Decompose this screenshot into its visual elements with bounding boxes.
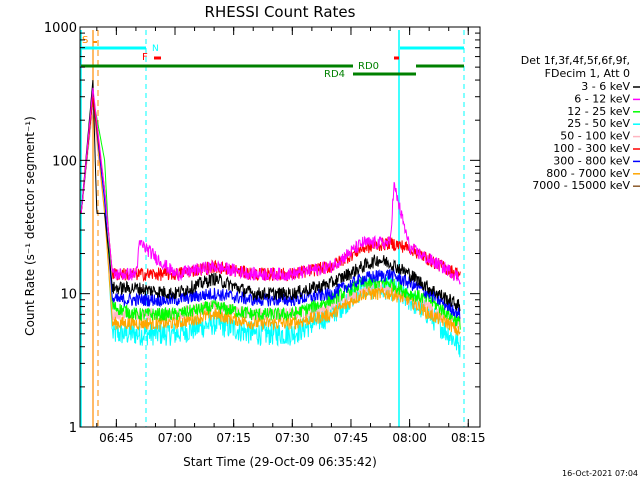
legend: Det 1f,3f,4f,5f,6f,9f, FDecim 1, Att 0 3… [521,54,640,192]
series-line-0 [80,80,461,313]
legend-label-5: 100 - 300 keV [553,142,630,155]
y-tick-label-2: 100 [52,154,77,169]
flag-label-s: S [82,35,88,46]
legend-label-0: 3 - 6 keV [581,80,630,93]
flag-label-rd0: RD0 [358,61,379,72]
flag-label-n: N [152,44,159,54]
legend-header-2: FDecim 1, Att 0 [545,67,630,80]
flag-label-f: F [142,52,148,63]
flag-label-rd4: RD4 [324,69,345,80]
series-layer [80,80,461,358]
x-tick-label-6: 08:15 [451,431,486,445]
y-axis-label: Count Rate (s⁻¹ detector segment⁻¹) [23,116,37,336]
x-tick-label-4: 07:45 [334,431,369,445]
legend-label-8: 7000 - 15000 keV [532,179,630,192]
plot-frame [79,26,481,428]
series-line-7 [80,96,461,336]
footer-timestamp: 16-Oct-2021 07:04 [562,469,638,478]
legend-label-7: 800 - 7000 keV [546,167,630,180]
x-tick-label-5: 08:00 [392,431,427,445]
legend-label-1: 6 - 12 keV [574,92,630,105]
series-line-6 [80,96,461,319]
axes-layer: 06:45 07:00 07:15 07:30 07:45 08:00 08:15 1 10 10… [44,21,486,445]
series-line-2 [80,96,461,330]
legend-label-4: 50 - 100 keV [560,130,630,143]
legend-label-3: 25 - 50 keV [567,117,630,130]
series-line-5 [80,96,461,282]
series-line-1 [80,87,461,285]
legend-header-1: Det 1f,3f,4f,5f,6f,9f, [521,54,630,67]
x-tick-label-0: 06:45 [99,431,134,445]
legend-label-2: 12 - 25 keV [567,105,630,118]
legend-label-6: 300 - 800 keV [553,154,630,167]
x-axis-label: Start Time (29-Oct-09 06:35:42) [183,455,377,469]
flags-layer: S NF RD0 RD4 [80,30,465,427]
x-tick-label-2: 07:15 [216,431,251,445]
x-tick-label-3: 07:30 [275,431,310,445]
y-tick-label-0: 1 [69,421,77,436]
y-tick-label-1: 10 [60,288,77,303]
x-tick-label-1: 07:00 [158,431,193,445]
chart-title: RHESSI Count Rates [205,3,356,21]
y-tick-label-3: 1000 [44,21,77,36]
